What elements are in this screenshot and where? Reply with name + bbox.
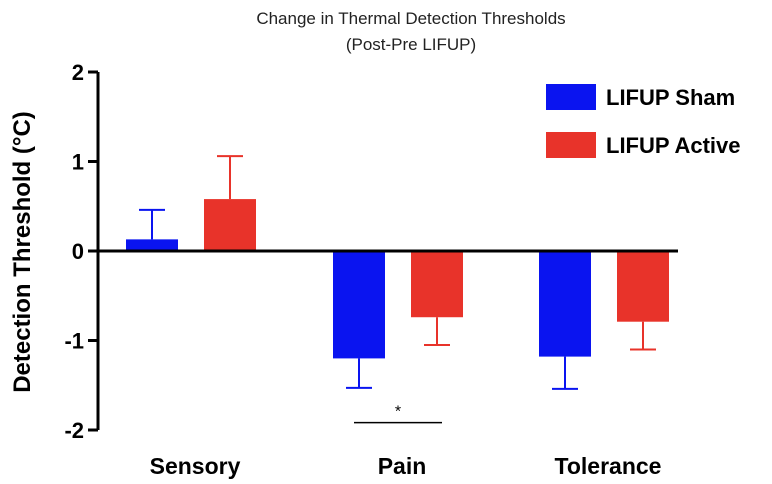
legend-label-lifup-sham: LIFUP Sham (606, 85, 735, 110)
y-tick-label: 2 (72, 60, 84, 85)
x-category-label: Sensory (150, 453, 241, 479)
y-tick-label: -1 (64, 329, 84, 354)
bar-lifup-sham-pain (333, 251, 385, 359)
legend-swatch-lifup-active (546, 132, 596, 158)
bar-lifup-active-tolerance (617, 251, 669, 322)
bar-lifup-sham-sensory (126, 239, 178, 251)
y-tick-label: -2 (64, 418, 84, 443)
significance-marker: * (395, 404, 401, 421)
legend-label-lifup-active: LIFUP Active (606, 133, 740, 158)
error-bars (139, 155, 656, 390)
bar-lifup-active-sensory (204, 199, 256, 251)
bar-lifup-sham-tolerance (539, 251, 591, 357)
significance-annotation: * (354, 404, 442, 424)
x-category-label: Pain (378, 453, 427, 479)
y-axis-title: Detection Threshold (°C) (9, 111, 36, 393)
y-axis: 2 1 0 -1 -2 (64, 60, 100, 443)
legend-swatch-lifup-sham (546, 84, 596, 110)
chart-title: Change in Thermal Detection Thresholds (256, 9, 565, 28)
x-axis: Sensory Pain Tolerance (98, 249, 678, 479)
bar-series (126, 199, 669, 359)
bar-lifup-active-pain (411, 251, 463, 318)
legend: LIFUP Sham LIFUP Active (546, 84, 740, 158)
chart-subtitle: (Post-Pre LIFUP) (346, 35, 476, 54)
y-tick-label: 0 (72, 239, 84, 264)
y-tick-label: 1 (72, 150, 84, 175)
x-category-label: Tolerance (555, 453, 662, 479)
